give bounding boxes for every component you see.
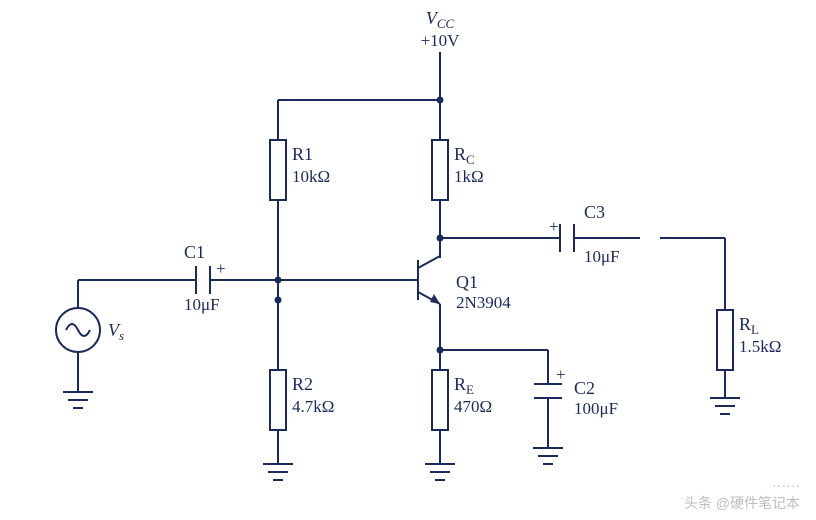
svg-text:Vs: Vs: [108, 320, 124, 343]
rc-ref: R: [454, 144, 466, 164]
c1-value: 10μF: [184, 295, 220, 314]
c3-value: 10μF: [584, 247, 620, 266]
resistor-re: RE 470Ω: [432, 370, 492, 430]
capacitor-c2: + C2 100μF: [534, 365, 618, 418]
ground-re: [425, 464, 455, 480]
c1-polarity: +: [216, 259, 226, 278]
ac-source-vs: Vs: [56, 308, 124, 352]
ground-r2: [263, 464, 293, 480]
rl-ref: R: [739, 314, 751, 334]
svg-text:VCC: VCC: [426, 8, 455, 31]
q1-ref: Q1: [456, 272, 478, 292]
r1-value: 10kΩ: [292, 167, 330, 186]
circuit-schematic: VCC +10V R1 10kΩ RC 1kΩ + C3 10μF RL: [0, 0, 816, 520]
q1-model: 2N3904: [456, 293, 511, 312]
resistor-r2: R2 4.7kΩ: [270, 370, 334, 430]
vcc-value: +10V: [421, 31, 461, 50]
rl-value: 1.5kΩ: [739, 337, 781, 356]
re-ref: R: [454, 374, 466, 394]
c3-ref: C3: [584, 202, 605, 222]
c2-ref: C2: [574, 378, 595, 398]
resistor-r1: R1 10kΩ: [270, 140, 330, 200]
svg-text:RE: RE: [454, 374, 474, 397]
svg-text:RL: RL: [739, 314, 759, 337]
c2-value: 100μF: [574, 399, 618, 418]
watermark-line1: ······: [772, 477, 800, 493]
re-value: 470Ω: [454, 397, 492, 416]
c2-polarity: +: [556, 365, 566, 384]
resistor-rc: RC 1kΩ: [432, 140, 484, 200]
watermark-line2: 头条 @硬件笔记本: [684, 495, 800, 511]
svg-text:RC: RC: [454, 144, 475, 167]
c1-ref: C1: [184, 242, 205, 262]
ground-rl: [710, 398, 740, 414]
r1-ref: R1: [292, 144, 313, 164]
capacitor-c3: + C3 10μF: [549, 202, 620, 266]
capacitor-c1: + C1 10μF: [184, 242, 226, 314]
r2-ref: R2: [292, 374, 313, 394]
c3-polarity: +: [549, 217, 559, 236]
ground-c2: [533, 448, 563, 464]
ground-vs: [63, 392, 93, 408]
transistor-q1: Q1 2N3904: [392, 256, 511, 312]
rc-value: 1kΩ: [454, 167, 484, 186]
resistor-rl: RL 1.5kΩ: [717, 310, 781, 370]
vcc-supply: VCC +10V: [278, 8, 460, 140]
r2-value: 4.7kΩ: [292, 397, 334, 416]
